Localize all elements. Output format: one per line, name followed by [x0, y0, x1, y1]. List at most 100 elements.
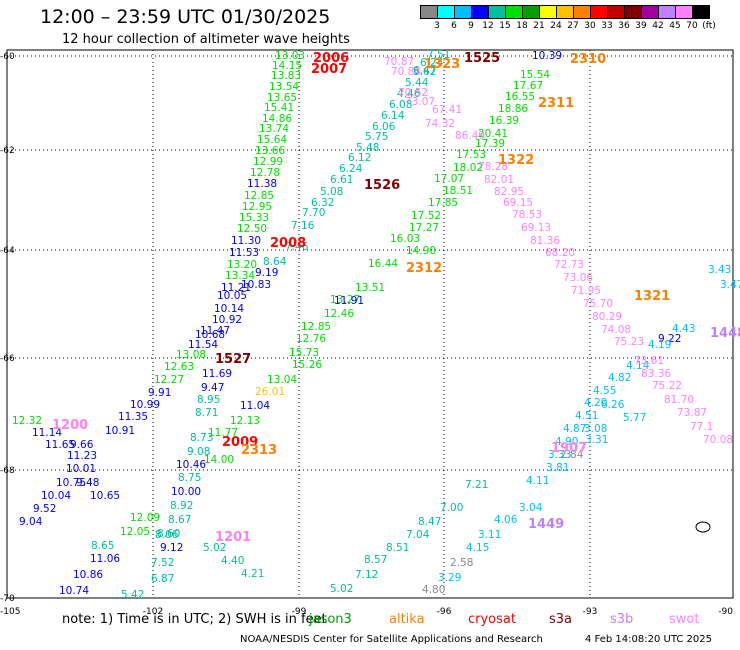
- wave-height-label: 70.52: [398, 87, 428, 99]
- wave-height-label: 82.95: [494, 186, 524, 198]
- wave-height-label: 10.65: [90, 490, 120, 502]
- wave-height-label: 3.47: [720, 279, 740, 291]
- wave-height-label: 6.06: [372, 121, 396, 133]
- wave-height-label: 11.35: [118, 411, 148, 423]
- wave-height-label: 10.00: [171, 486, 201, 498]
- wave-height-label: 20.41: [478, 128, 508, 140]
- wave-height-label: 4.43: [672, 323, 695, 335]
- wave-height-label: 73.06: [563, 272, 593, 284]
- wave-height-label: 4.80: [422, 584, 445, 596]
- wave-height-label: 8.92: [170, 500, 193, 512]
- wave-height-label: 15.33: [239, 212, 269, 224]
- wave-height-label: 2.84: [560, 449, 584, 461]
- footer-timestamp: 4 Feb 14:08:20 UTC 2025: [585, 634, 712, 645]
- footer-credit: NOAA/NESDIS Center for Satellite Applica…: [240, 634, 543, 645]
- wave-height-label: 71.95: [571, 285, 601, 297]
- wave-height-label: 9.47: [201, 382, 224, 394]
- wave-height-label: 8.64: [263, 256, 287, 268]
- legend-label: 33: [601, 21, 613, 31]
- wave-height-label: 17.53: [456, 149, 486, 161]
- altimeter-tracks: 13.0314.1513.8313.5413.6515.4114.8613.74…: [12, 49, 740, 601]
- wave-height-label: 77.1: [690, 421, 713, 433]
- wave-height-label: 6.24: [420, 57, 444, 69]
- wave-height-label: 5.08: [320, 186, 343, 198]
- wave-height-label: 18.86: [498, 103, 528, 115]
- wave-height-label: 11.65: [45, 439, 75, 451]
- wave-height-label: 13.74: [259, 123, 289, 135]
- wave-height-label: 11.91: [334, 295, 364, 307]
- wave-height-label: 16.55: [505, 91, 535, 103]
- wave-height-label: 75.70: [583, 298, 613, 310]
- wave-height-label: 13.54: [269, 81, 299, 93]
- wave-height-label: 11.53: [229, 247, 259, 259]
- track-time-label: 1525: [464, 51, 500, 66]
- x-tick-label: -99: [292, 607, 307, 617]
- wave-height-label: 3.04: [519, 502, 543, 514]
- wave-height-label: 7.12: [355, 569, 378, 581]
- wave-height-label: 12.32: [12, 415, 42, 427]
- wave-height-label: 11.23: [67, 450, 97, 462]
- legend-labels: 3 6 9 12 15 18 21 24 27 30 33 36 39 42 45 70 (ft): [420, 19, 716, 33]
- wave-height-label: 6.24: [339, 163, 363, 175]
- mission-s3a: s3a: [549, 612, 573, 627]
- wave-height-label: 8.95: [197, 394, 220, 406]
- wave-height-label: 10.83: [241, 279, 271, 291]
- wave-height-label: 14.00: [204, 454, 234, 466]
- wave-height-label: 12.13: [230, 415, 260, 427]
- wave-height-label: 68.20: [545, 247, 575, 259]
- wave-height-label: 8.06: [155, 529, 179, 541]
- wave-height-label: 3.81: [546, 462, 569, 474]
- track-time-label: 2310: [570, 52, 606, 67]
- wave-height-label: 10.86: [73, 569, 103, 581]
- wave-height-label: 4.15: [466, 542, 489, 554]
- color-legend: 3 6 9 12 15 18 21 24 27 30 33 36 39 42 45 70 (ft): [420, 5, 716, 33]
- track-time-label: 1322: [498, 153, 534, 168]
- wave-height-label: 7.04: [406, 529, 430, 541]
- wave-height-label: 12.50: [237, 223, 267, 235]
- wave-height-label: 17.27: [409, 222, 439, 234]
- wave-height-label: 4.55: [593, 385, 616, 397]
- wave-height-label: 10.74: [59, 585, 89, 597]
- wave-height-label: 12.76: [296, 333, 326, 345]
- track-time-label: 1449: [528, 517, 564, 532]
- wave-height-label: 9.08: [187, 446, 210, 458]
- y-tick-label: -62: [0, 146, 15, 156]
- legend-label: 70: [686, 21, 698, 31]
- wave-height-label: 5.02: [330, 583, 353, 595]
- wave-height-label: 10.01: [66, 463, 96, 475]
- wave-height-label: 11.69: [202, 368, 232, 380]
- wave-height-label: 4.87: [563, 423, 586, 435]
- wave-height-label: 11.04: [240, 400, 270, 412]
- wave-height-label: 9.52: [33, 503, 56, 515]
- y-tick-label: -66: [0, 354, 15, 364]
- wave-height-label: 8.71: [195, 407, 218, 419]
- wave-height-label: 78.28: [478, 161, 508, 173]
- wave-height-label: 4.14: [626, 360, 650, 372]
- wave-height-label: 16.03: [390, 233, 420, 245]
- wave-height-label: 17.67: [513, 80, 543, 92]
- track-time-label: 1448: [710, 326, 740, 341]
- legend-label: 18: [516, 21, 528, 31]
- y-tick-label: -64: [0, 246, 15, 256]
- wave-height-label: 8.57: [364, 554, 387, 566]
- legend-label: 12: [482, 21, 494, 31]
- wave-height-label: 3.08: [584, 423, 607, 435]
- wave-height-label: 8.73: [190, 432, 213, 444]
- wave-height-label: 2.58: [450, 557, 473, 569]
- wave-height-label: 6.61: [330, 174, 353, 186]
- track-time-label: 2312: [406, 261, 442, 276]
- track-time-label: 2311: [538, 96, 574, 111]
- mission-s3b: s3b: [610, 612, 634, 627]
- wave-height-label: 7.70: [302, 207, 325, 219]
- wave-height-label: 6.26: [601, 399, 625, 411]
- track-time-label: 1201: [215, 530, 251, 545]
- wave-height-label: 73.07: [405, 96, 435, 108]
- wave-height-label: 73.87: [677, 407, 707, 419]
- wave-height-label: 10.46: [176, 459, 206, 471]
- y-tick-label: -60: [0, 52, 15, 62]
- wave-height-label: 67.41: [432, 104, 462, 116]
- wave-height-label: 4.46: [397, 88, 421, 100]
- wave-height-label: 9.91: [148, 387, 171, 399]
